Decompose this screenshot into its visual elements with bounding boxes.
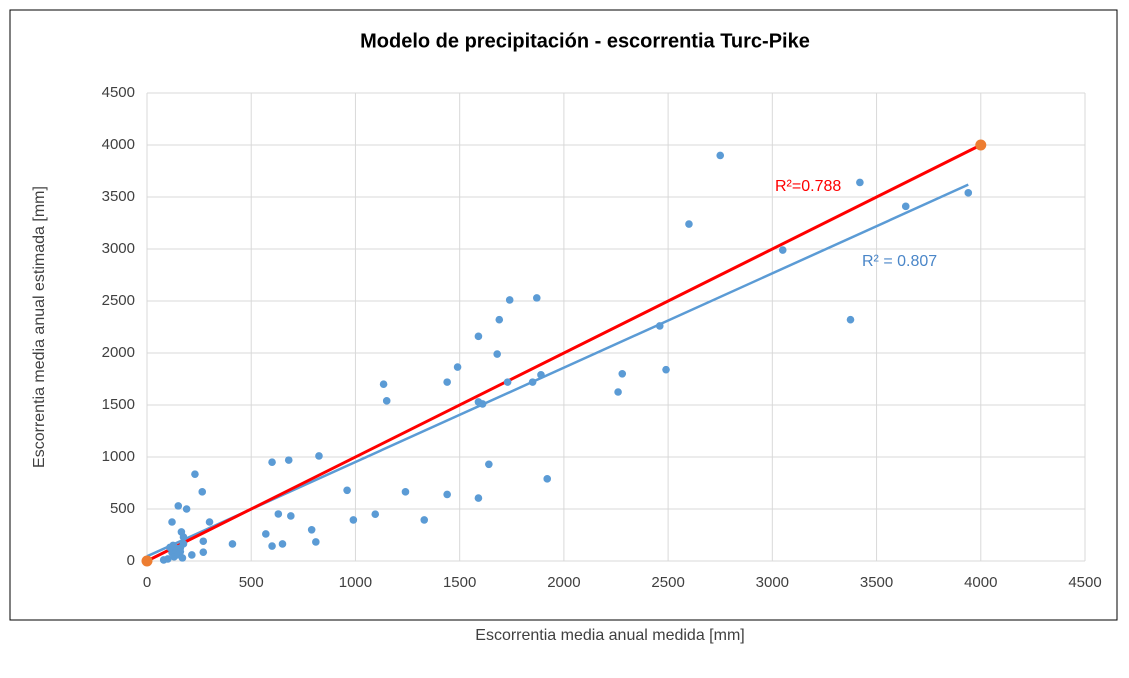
point bbox=[205, 518, 214, 526]
point bbox=[178, 554, 187, 562]
x-axis-title: Escorrentia media anual medida [mm] bbox=[475, 627, 744, 644]
point bbox=[537, 371, 545, 379]
point bbox=[199, 537, 208, 546]
point bbox=[485, 460, 493, 469]
y-tick-label: 4000 bbox=[102, 136, 135, 153]
point bbox=[655, 322, 664, 330]
point bbox=[443, 490, 451, 499]
point bbox=[478, 400, 487, 408]
point bbox=[528, 378, 537, 386]
point bbox=[176, 547, 185, 556]
point bbox=[443, 378, 451, 386]
point bbox=[182, 505, 191, 513]
chart-title: Modelo de precipitación - escorrentia Tu… bbox=[360, 30, 810, 52]
point bbox=[382, 397, 391, 405]
point bbox=[474, 494, 483, 502]
point bbox=[315, 452, 323, 460]
y-tick-label: 1000 bbox=[102, 448, 135, 465]
point bbox=[401, 488, 410, 496]
y-tick-label: 3500 bbox=[102, 188, 135, 205]
y-tick-label: 2500 bbox=[102, 292, 135, 309]
x-tick-label: 0 bbox=[143, 574, 151, 591]
x-tick-label: 2500 bbox=[651, 574, 684, 591]
point bbox=[198, 488, 207, 496]
point bbox=[343, 486, 351, 495]
point bbox=[159, 556, 168, 564]
point bbox=[778, 246, 787, 254]
point bbox=[268, 458, 276, 467]
annotation: R² = 0.807 bbox=[862, 253, 937, 270]
point bbox=[846, 315, 855, 324]
y-axis-title: Escorrentia media anual estimada [mm] bbox=[31, 186, 48, 468]
point bbox=[199, 548, 208, 556]
y-tick-label: 500 bbox=[110, 500, 135, 517]
point bbox=[453, 363, 462, 371]
point bbox=[349, 516, 358, 524]
point bbox=[262, 530, 270, 538]
point bbox=[495, 315, 504, 324]
point bbox=[474, 332, 483, 341]
point bbox=[532, 294, 541, 302]
point bbox=[307, 526, 316, 534]
point bbox=[420, 516, 429, 524]
point bbox=[168, 518, 176, 526]
x-tick-label: 4500 bbox=[1068, 574, 1101, 591]
point bbox=[503, 378, 512, 386]
point bbox=[228, 540, 237, 548]
point bbox=[169, 541, 177, 550]
endpoint bbox=[141, 555, 153, 567]
y-tick-label: 1500 bbox=[102, 396, 135, 413]
point bbox=[662, 365, 670, 374]
x-tick-label: 1500 bbox=[443, 574, 476, 591]
point bbox=[174, 502, 183, 510]
point bbox=[188, 551, 196, 559]
point bbox=[543, 475, 552, 483]
identity-line bbox=[146, 143, 982, 563]
point bbox=[284, 456, 293, 464]
y-tick-label: 2000 bbox=[102, 344, 135, 361]
y-tick-label: 0 bbox=[127, 552, 135, 569]
point bbox=[268, 542, 276, 550]
point bbox=[716, 151, 725, 160]
endpoint bbox=[975, 139, 987, 151]
point bbox=[856, 178, 864, 187]
point bbox=[618, 370, 627, 378]
point bbox=[505, 296, 514, 304]
y-tick-label: 3000 bbox=[102, 240, 135, 257]
point bbox=[274, 510, 283, 518]
x-tick-label: 4000 bbox=[964, 574, 997, 591]
point bbox=[179, 533, 188, 541]
point bbox=[493, 350, 501, 358]
point bbox=[287, 512, 295, 520]
point bbox=[278, 540, 287, 548]
point bbox=[379, 380, 388, 389]
point bbox=[371, 510, 380, 518]
point bbox=[614, 388, 622, 396]
x-tick-label: 1000 bbox=[339, 574, 372, 591]
point bbox=[685, 220, 693, 228]
x-tick-label: 3500 bbox=[860, 574, 893, 591]
annotation: R²=0.788 bbox=[775, 178, 841, 195]
x-tick-label: 3000 bbox=[756, 574, 789, 591]
point bbox=[901, 202, 910, 211]
x-tick-label: 2000 bbox=[547, 574, 580, 591]
point bbox=[191, 470, 199, 478]
y-tick-label: 4500 bbox=[102, 84, 135, 101]
point bbox=[312, 538, 320, 546]
point bbox=[964, 189, 973, 197]
x-tick-label: 500 bbox=[239, 574, 264, 591]
